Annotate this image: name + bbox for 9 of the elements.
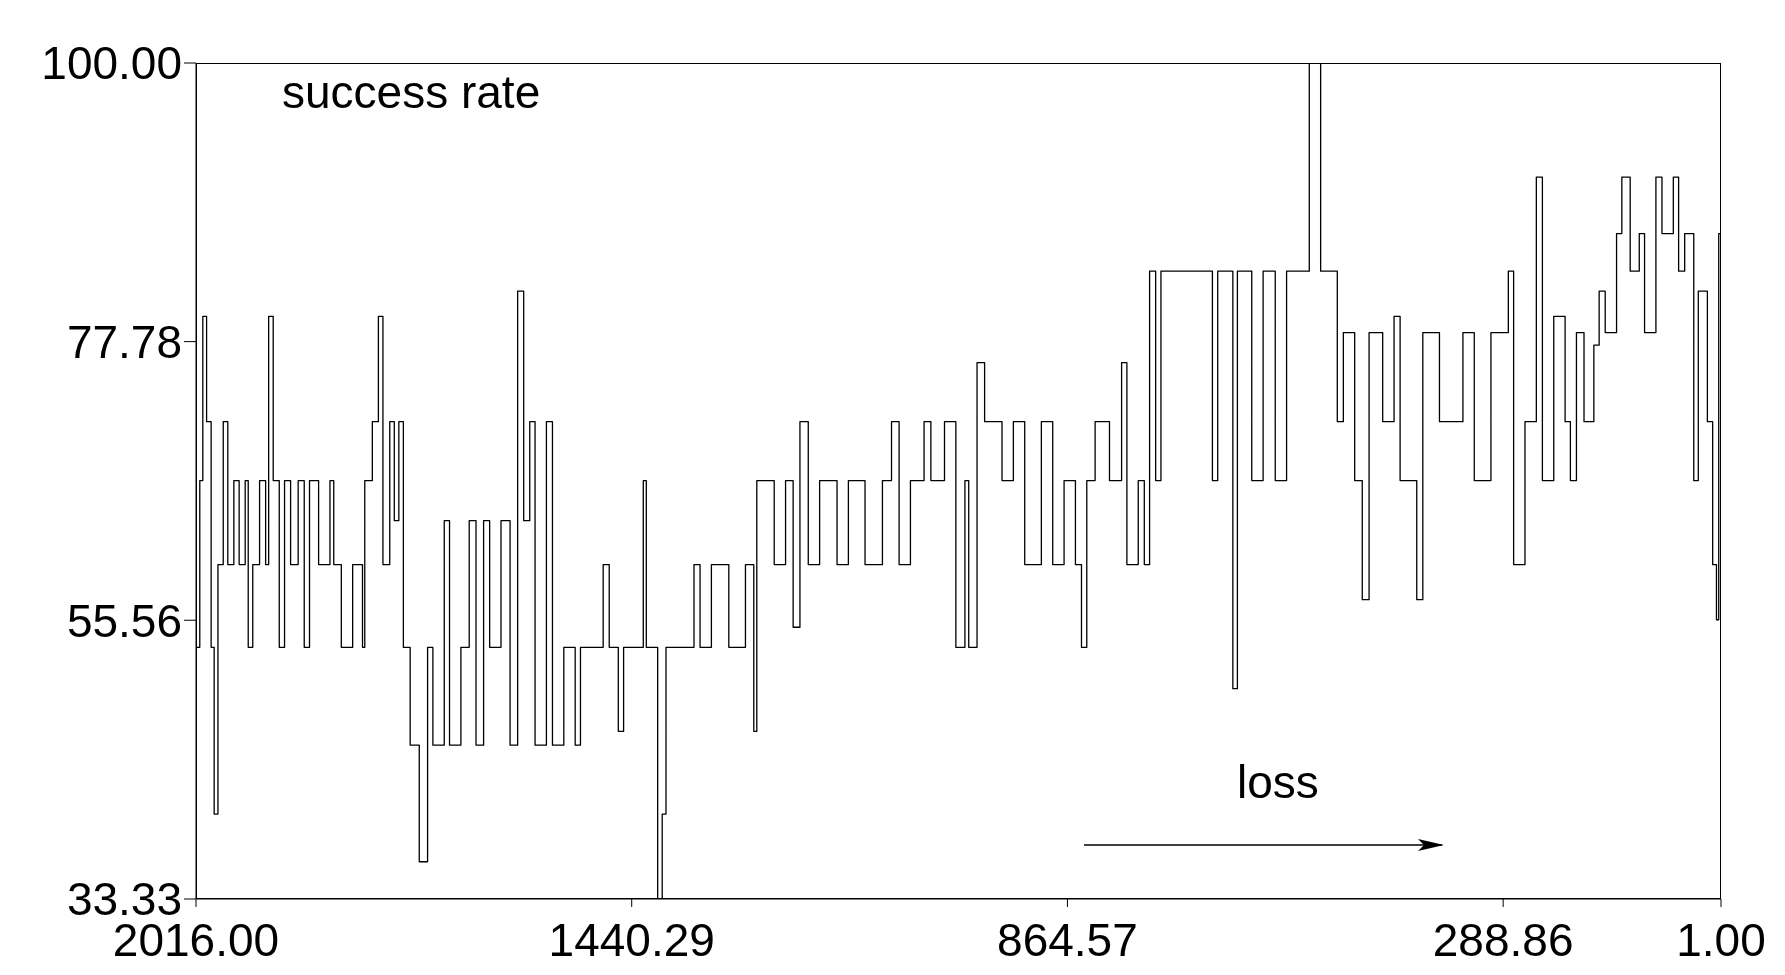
x-tick-label: 1440.29 xyxy=(548,913,715,966)
annotation: loss xyxy=(1237,756,1319,808)
y-tick-label: 77.78 xyxy=(66,315,182,368)
y-tick-label: 100.00 xyxy=(41,37,182,90)
x-tick-label: 288.86 xyxy=(1432,913,1574,966)
annotation: success rate xyxy=(282,66,541,118)
x-tick-label: 1.00 xyxy=(1676,913,1766,966)
x-tick-label: 864.57 xyxy=(997,913,1138,966)
y-tick-label: 55.56 xyxy=(66,594,182,647)
